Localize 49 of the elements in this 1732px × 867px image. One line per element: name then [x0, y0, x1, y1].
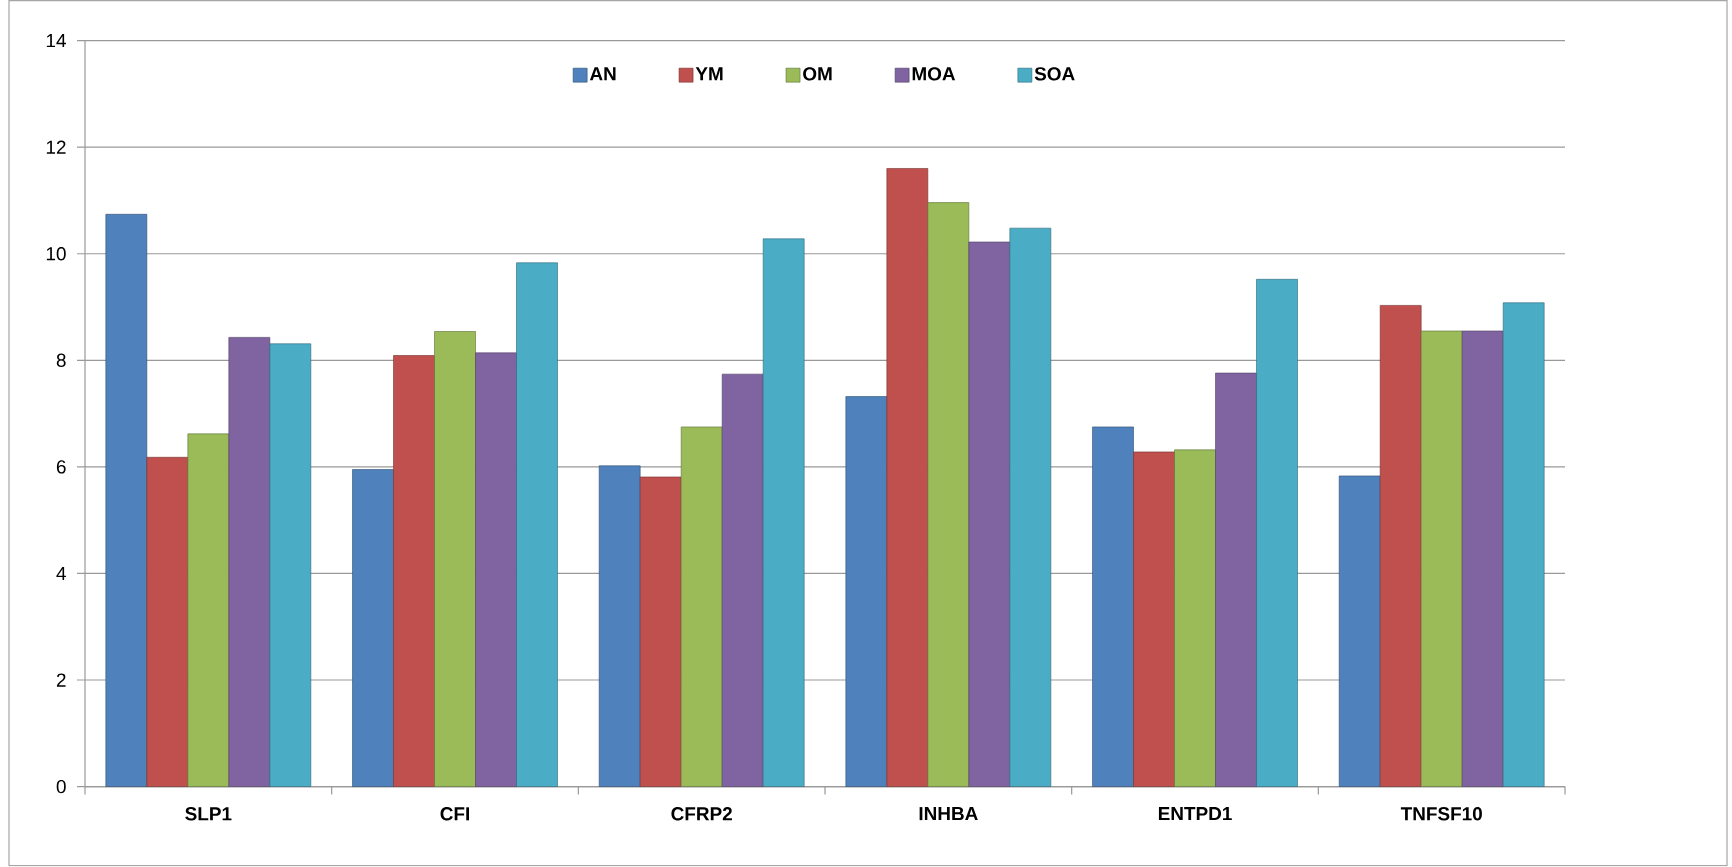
- bar: [927, 202, 970, 788]
- bar: [1420, 330, 1463, 788]
- x-tick-label: ENTPD1: [1158, 807, 1232, 821]
- bar: [1174, 449, 1216, 788]
- bar: [1256, 279, 1298, 788]
- bar: [228, 337, 271, 788]
- bar: [845, 396, 888, 788]
- bar: [598, 465, 641, 788]
- bar: [1215, 372, 1257, 788]
- bar: [886, 168, 929, 788]
- y-tick-label: 6: [56, 460, 66, 474]
- y-tick-label: 12: [46, 140, 66, 154]
- bar: [1461, 330, 1504, 788]
- y-tick-label: 0: [56, 780, 66, 794]
- y-tick-label: 2: [56, 673, 66, 687]
- bar: [721, 374, 764, 788]
- legend-label: MOA: [912, 67, 956, 81]
- bar: [1502, 302, 1545, 788]
- bar: [1009, 228, 1052, 788]
- bar: [1092, 426, 1134, 788]
- bar: [516, 262, 558, 788]
- bar: [352, 469, 394, 788]
- bar: [105, 214, 148, 788]
- bar: [187, 433, 230, 788]
- bar: [393, 355, 435, 788]
- x-tick-label: SLP1: [185, 807, 232, 821]
- y-tick-label: 10: [46, 247, 66, 261]
- legend-label: AN: [589, 67, 616, 81]
- y-tick-label: 8: [56, 353, 66, 368]
- x-tick-label: INHBA: [919, 807, 978, 821]
- x-tick-label: CFI: [440, 807, 469, 821]
- legend-label: YM: [695, 67, 723, 81]
- bar: [146, 457, 189, 788]
- legend-label: OM: [803, 67, 832, 81]
- bar: [968, 241, 1011, 788]
- x-tick-label: TNFSF10: [1400, 807, 1482, 821]
- y-tick-label: 4: [56, 567, 66, 581]
- bar: [1379, 305, 1422, 788]
- legend-label: SOA: [1034, 67, 1075, 81]
- bar: [1338, 475, 1381, 788]
- bar: [639, 476, 682, 788]
- bar: [1133, 451, 1175, 788]
- y-tick-label: 14: [46, 34, 66, 48]
- bar: [269, 343, 312, 788]
- x-tick-label: CFRP2: [671, 807, 732, 821]
- bar: [762, 238, 805, 788]
- bar: [434, 331, 476, 788]
- bar: [680, 426, 723, 788]
- bar: [475, 352, 517, 788]
